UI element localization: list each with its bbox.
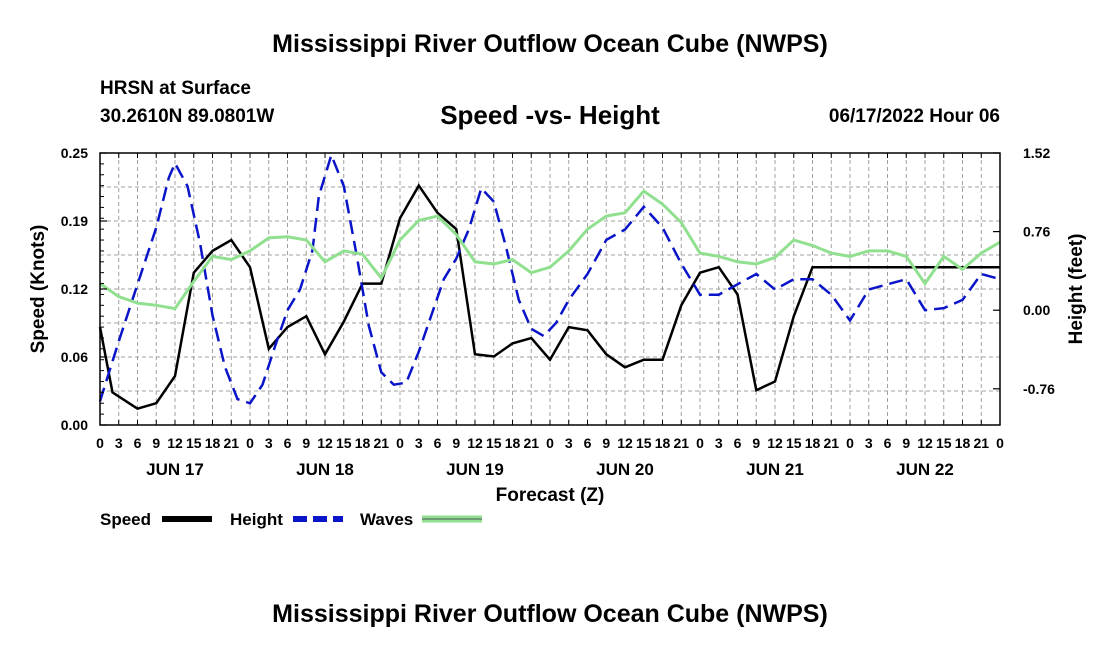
day-label: JUN 22 (896, 460, 954, 479)
x-tick-label: 18 (805, 435, 821, 451)
x-tick-label: 9 (752, 435, 760, 451)
y-left-tick-label: 0.25 (61, 145, 88, 161)
forecast-datetime: 06/17/2022 Hour 06 (828, 106, 1000, 127)
x-tick-label: 3 (865, 435, 873, 451)
x-tick-label: 0 (996, 435, 1004, 451)
station-label: HRSN at Surface (100, 78, 251, 99)
x-tick-label: 6 (734, 435, 742, 451)
x-axis-label: Forecast (Z) (496, 485, 605, 506)
x-tick-label: 21 (523, 435, 539, 451)
x-tick-label: 12 (767, 435, 783, 451)
x-tick-label: 9 (302, 435, 310, 451)
day-label: JUN 19 (446, 460, 504, 479)
x-tick-label: 6 (584, 435, 592, 451)
grid (100, 153, 1000, 425)
x-tick-label: 21 (373, 435, 389, 451)
x-tick-label: 15 (486, 435, 502, 451)
x-tick-label: 15 (336, 435, 352, 451)
series-layer (98, 151, 1001, 411)
x-tick-label: 18 (955, 435, 971, 451)
x-tick-label: 9 (452, 435, 460, 451)
day-label: JUN 17 (146, 460, 204, 479)
x-tick-label: 0 (696, 435, 704, 451)
x-tick-label: 0 (846, 435, 854, 451)
x-tick-label: 18 (655, 435, 671, 451)
x-tick-label: 21 (973, 435, 989, 451)
x-tick-label: 21 (223, 435, 239, 451)
y-left-tick-label: 0.19 (61, 213, 88, 229)
day-label: JUN 20 (596, 460, 654, 479)
x-tick-label: 3 (265, 435, 273, 451)
x-tick-label: 12 (617, 435, 633, 451)
x-tick-label: 6 (134, 435, 142, 451)
series-line-height (98, 151, 1001, 405)
x-tick-label: 18 (205, 435, 221, 451)
x-tick-label: 9 (152, 435, 160, 451)
x-tick-label: 9 (902, 435, 910, 451)
x-tick-label: 0 (546, 435, 554, 451)
x-tick-label: 15 (936, 435, 952, 451)
x-tick-label: 18 (505, 435, 521, 451)
axes: 0 3 6 9 12 15 18 21 0 3 6 9 12 15 18 21 0 3 6 9 12 15 18 21 0 3 6 9… (28, 145, 1087, 506)
footer-title: Mississippi River Outflow Ocean Cube (NW… (272, 600, 828, 628)
x-tick-label: 6 (884, 435, 892, 451)
y-left-tick-label: 0.12 (61, 281, 88, 297)
x-tick-label: 21 (823, 435, 839, 451)
chart-title: Speed -vs- Height (440, 100, 660, 130)
x-tick-label: 3 (115, 435, 123, 451)
y-right-tick-label: 0.76 (1023, 224, 1050, 240)
x-tick-label: 15 (636, 435, 652, 451)
x-tick-label: 15 (186, 435, 202, 451)
x-tick-label: 15 (786, 435, 802, 451)
y-right-tick-label: 1.52 (1023, 145, 1050, 161)
x-tick-label: 9 (602, 435, 610, 451)
legend-label-waves: Waves (360, 510, 413, 529)
y-left-tick-label: 0.06 (61, 349, 88, 365)
main-title: Mississippi River Outflow Ocean Cube (NW… (272, 30, 828, 58)
x-tick-label: 12 (917, 435, 933, 451)
x-tick-label: 0 (246, 435, 254, 451)
legend-label-speed: Speed (100, 510, 151, 529)
x-tick-label: 3 (415, 435, 423, 451)
x-tick-label: 0 (96, 435, 104, 451)
y-right-axis-label: Height (feet) (1066, 234, 1087, 345)
legend: Speed Height Waves (100, 510, 482, 529)
y-right-tick-label: -0.76 (1023, 381, 1055, 397)
day-label: JUN 18 (296, 460, 354, 479)
x-tick-label: 6 (284, 435, 292, 451)
series-line-speed (98, 183, 1000, 411)
day-label: JUN 21 (746, 460, 804, 479)
x-tick-label: 12 (167, 435, 183, 451)
x-tick-label: 6 (434, 435, 442, 451)
series-line-waves (99, 189, 1001, 311)
x-tick-label: 21 (673, 435, 689, 451)
y-left-axis-label: Speed (Knots) (28, 225, 49, 354)
y-left-tick-label: 0.00 (61, 417, 88, 433)
x-tick-label: 3 (715, 435, 723, 451)
x-tick-label: 3 (565, 435, 573, 451)
legend-label-height: Height (230, 510, 283, 529)
x-tick-label: 18 (355, 435, 371, 451)
x-tick-label: 0 (396, 435, 404, 451)
y-right-tick-label: 0.00 (1023, 302, 1050, 318)
x-tick-label: 12 (467, 435, 483, 451)
coordinates-label: 30.2610N 89.0801W (100, 106, 275, 127)
x-tick-label: 12 (317, 435, 333, 451)
